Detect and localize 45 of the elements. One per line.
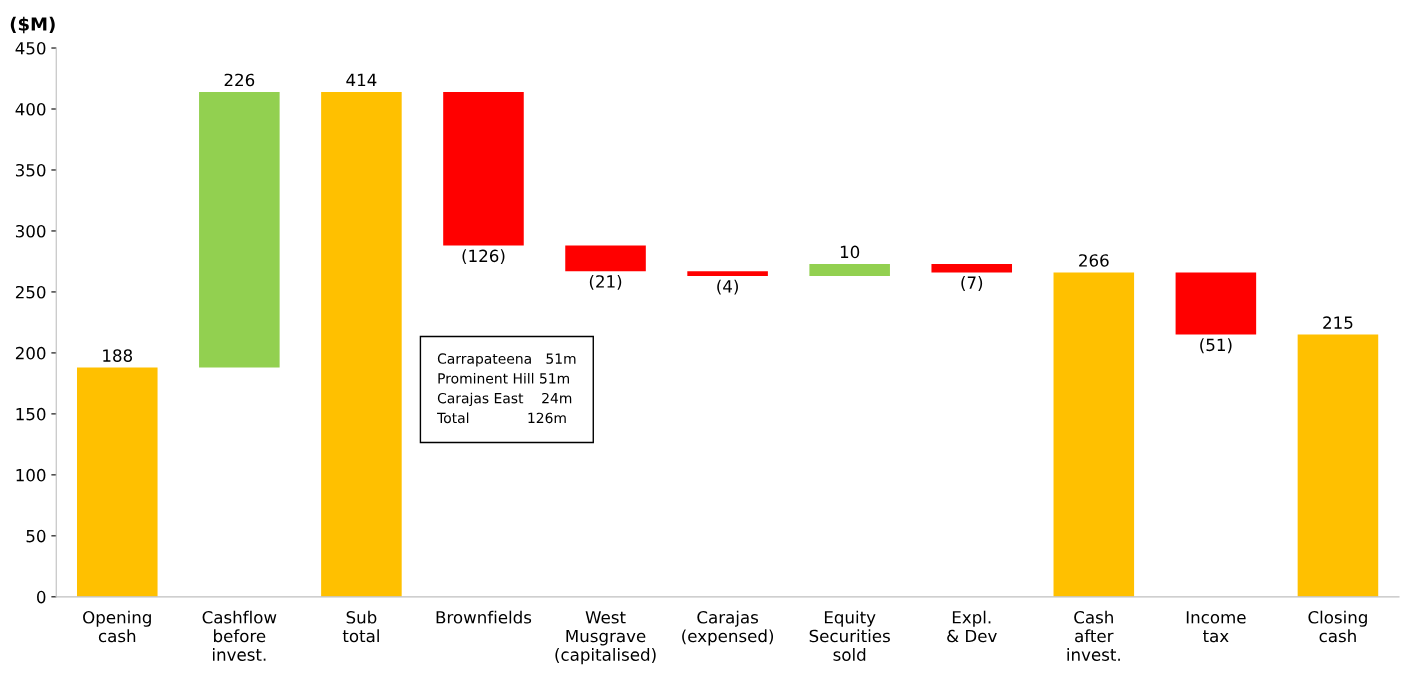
y-tick-label: 50: [26, 529, 46, 543]
bar: [809, 263, 890, 277]
data-label: 226: [224, 73, 255, 87]
bar: [76, 367, 158, 597]
x-tick-label: Income tax: [1186, 611, 1246, 643]
y-tick-label: 200: [15, 346, 46, 360]
x-tick-label: West Musgrave (capitalised): [555, 611, 656, 665]
data-label: (4): [717, 279, 738, 295]
x-tick-label: Cashflow before invest.: [202, 610, 277, 661]
data-label: (51): [1200, 338, 1232, 354]
bar: [1053, 272, 1135, 597]
data-label: 10: [840, 245, 860, 259]
x-tick-label: Opening cash: [83, 610, 151, 643]
bar: [199, 91, 280, 368]
data-label: 266: [1079, 254, 1109, 267]
data-label: (126): [462, 249, 505, 265]
bar: [687, 271, 768, 277]
y-tick-label: 400: [15, 102, 46, 116]
x-tick-label: Sub total: [342, 610, 379, 643]
x-tick-label: Closing cash: [1308, 610, 1367, 643]
x-tick-label: Cash after invest.: [1067, 610, 1120, 661]
y-tick-label: 300: [15, 224, 46, 238]
y-tick-label: 450: [15, 41, 46, 55]
x-tick-label: Expl. & Dev: [947, 610, 997, 643]
bar: [565, 245, 646, 272]
x-tick-label: Brownfields: [436, 610, 532, 624]
bar: [1297, 334, 1379, 597]
y-tick-label: 350: [15, 163, 46, 177]
x-tick-label: Equity Securities sold: [809, 610, 890, 661]
bar: [321, 91, 402, 597]
data-label: (7): [961, 276, 983, 291]
data-label: 414: [346, 73, 377, 87]
data-label: (21): [589, 274, 622, 290]
data-label: 188: [103, 349, 133, 362]
annotation: Carrapateena 51m Prominent Hill 51m Carajas East 24m Total 126m: [437, 353, 576, 424]
y-tick-label: 150: [16, 407, 46, 421]
y-tick-label: 100: [16, 468, 46, 482]
y-tick-label: 250: [15, 285, 46, 299]
y-tick-label: 0: [37, 590, 46, 604]
data-label: 215: [1323, 316, 1353, 329]
bar: [443, 91, 524, 246]
x-tick-label: Carajas (expensed): [682, 610, 774, 646]
bar: [931, 263, 1013, 273]
bar: [1175, 272, 1257, 335]
y-axis-title: ($M): [10, 16, 55, 34]
